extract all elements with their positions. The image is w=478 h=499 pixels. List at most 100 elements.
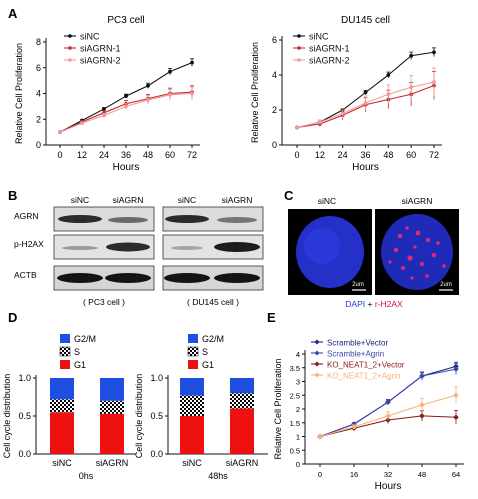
x-tick-label: 72	[187, 150, 197, 160]
scale-bar-label-siagrn: 2um	[440, 282, 452, 288]
y-tick-label: 1.0	[150, 373, 163, 383]
x-axis-label: Hours	[375, 481, 402, 492]
x-tick-label: 72	[429, 150, 439, 160]
legend-marker	[314, 350, 320, 356]
stacked-bar-segment	[230, 393, 254, 409]
data-point	[351, 424, 357, 430]
legend-swatch	[60, 360, 70, 369]
y-tick-label: 0	[272, 140, 277, 150]
data-point	[385, 413, 391, 419]
legend-entry: KO_NEAT1_2+Agrin	[327, 372, 400, 381]
legend-marker	[297, 46, 301, 50]
blot-col-label-du145-sinc: siNC	[178, 195, 196, 205]
legend-entry: Scramble+Agrin	[327, 350, 384, 359]
legend-marker	[68, 46, 72, 50]
data-point	[340, 111, 345, 116]
data-point	[295, 125, 299, 130]
data-point	[80, 121, 84, 126]
legend-entry: siAGRN-1	[80, 44, 121, 54]
x-tick-label: 48	[418, 470, 426, 479]
y-tick-label: 2.5	[290, 391, 300, 400]
blot-col-label-du145-siagrn: siAGRN	[222, 195, 253, 205]
blot-band	[214, 273, 260, 283]
x-tick-label: siAGRN	[226, 458, 259, 468]
blot-caption-pc3: ( PC3 cell )	[83, 297, 125, 307]
legend-swatch	[59, 346, 71, 357]
nucleus-siagrn	[381, 214, 453, 290]
y-tick-label: 2	[296, 405, 300, 414]
blot-band	[171, 246, 203, 250]
x-tick-label: 36	[360, 150, 370, 160]
stacked-bar-segment	[230, 378, 254, 394]
legend-entry: G2/M	[74, 334, 96, 344]
legend-entry: S	[202, 347, 208, 357]
data-point	[432, 80, 436, 84]
x-tick-label: siNC	[52, 458, 72, 468]
stacked-bar-segment	[180, 416, 204, 454]
data-point	[386, 92, 391, 97]
data-point	[168, 92, 172, 97]
legend-swatch	[188, 334, 198, 343]
blot-band	[106, 242, 150, 252]
x-tick-label: 48	[383, 150, 393, 160]
stacked-bar-segment	[50, 378, 74, 400]
x-axis-label: Hours	[352, 162, 379, 173]
y-axis-label: Cell cycle distribution	[2, 374, 12, 459]
y-tick-label: 1.0	[18, 373, 31, 383]
legend-marker	[68, 58, 72, 62]
y-tick-label: 0.5	[290, 446, 300, 455]
x-tick-label: 64	[452, 470, 460, 479]
x-axis-label: Hours	[113, 162, 140, 173]
data-point	[386, 73, 391, 77]
x-axis-label: 48hs	[208, 471, 228, 481]
x-tick-label: 0	[294, 150, 299, 160]
panel-label-c: C	[284, 188, 294, 203]
x-tick-label: 0	[57, 150, 62, 160]
x-tick-label: 60	[406, 150, 416, 160]
blot-col-label-pc3-siagrn: siAGRN	[113, 195, 144, 205]
data-point	[409, 53, 414, 58]
series-line	[59, 91, 193, 133]
x-tick-label: 0	[318, 470, 322, 479]
y-tick-label: 0.5	[18, 411, 31, 421]
y-tick-label: 3.5	[290, 364, 300, 373]
western-blot-panel: AGRN p-H2AX ACTB siNC siAGRN siNC siAGRN…	[14, 195, 264, 307]
data-point	[124, 104, 128, 109]
data-point	[317, 433, 323, 440]
if-col-label-sinc: siNC	[318, 196, 336, 206]
panel-label-b: B	[8, 188, 17, 203]
legend-marker	[314, 339, 320, 345]
x-tick-label: siNC	[182, 458, 202, 468]
y-tick-label: 0.0	[150, 449, 163, 459]
y-tick-label: 2	[36, 114, 41, 124]
x-axis-label: 0hs	[79, 471, 94, 481]
data-point	[419, 413, 425, 419]
chart-title: DU145 cell	[341, 15, 390, 26]
data-point	[453, 414, 459, 421]
rescue-proliferation-chart: 0 0.5 1 1.5 2 2.5 3 3.5 4 0 16 32 48 64 Hours Relative …	[273, 339, 464, 492]
blot-col-label-pc3-sinc: siNC	[71, 195, 89, 205]
y-tick-label: 1.5	[290, 419, 300, 428]
blot-band	[165, 215, 209, 223]
stacked-bar-segment	[50, 399, 74, 413]
data-point	[58, 130, 62, 135]
stacked-bar-segment	[100, 378, 124, 401]
if-legend-rh2ax: r-H2AX	[375, 299, 403, 309]
x-tick-label: 48	[143, 150, 153, 160]
data-point	[102, 113, 106, 118]
if-col-label-siagrn: siAGRN	[402, 196, 433, 206]
panel-label-a: A	[8, 6, 18, 21]
data-point	[453, 392, 459, 399]
y-tick-label: 8	[36, 37, 41, 47]
legend-entry: siAGRN-1	[309, 44, 350, 54]
legend-marker	[297, 34, 301, 38]
y-axis-label: Cell cycle distribution	[134, 374, 144, 459]
legend-entry: siAGRN-2	[80, 56, 121, 66]
stacked-bar-segment	[180, 395, 204, 416]
legend-entry: G2/M	[202, 334, 224, 344]
blot-band	[214, 242, 260, 252]
scale-bar-label-sinc: 2um	[352, 282, 364, 288]
cell-cycle-48h-chart: 0.0 0.5 1.0 siNC siAGRN 48hs Cell cycle distri…	[134, 334, 268, 481]
x-tick-label: 12	[315, 150, 325, 160]
